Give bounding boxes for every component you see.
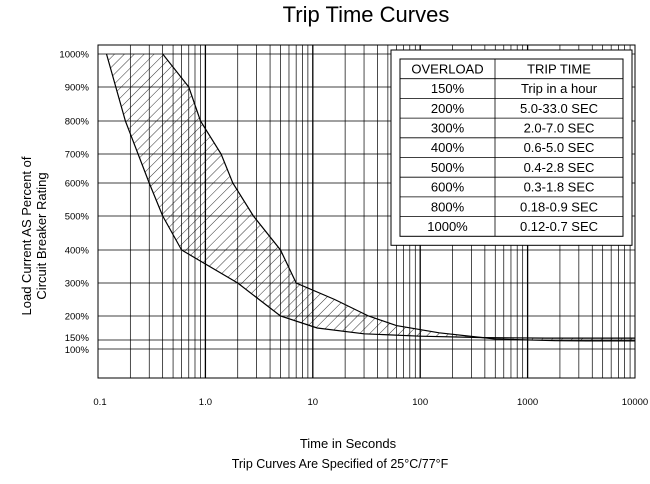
table-cell-overload: 800% — [431, 199, 465, 214]
table-cell-trip-time: 0.3-1.8 SEC — [524, 180, 595, 195]
y-tick-label: 700% — [65, 150, 90, 161]
x-tick-labels: 0.1 1.0 10 100 1000 10000 — [93, 397, 648, 408]
table-cell-overload: 300% — [431, 120, 465, 135]
y-tick-label: 600% — [65, 179, 90, 190]
chart-title: Trip Time Curves — [283, 2, 450, 27]
table-cell-trip-time: 0.12-0.7 SEC — [520, 219, 598, 234]
table-cell-trip-time: 2.0-7.0 SEC — [524, 120, 595, 135]
y-tick-label: 400% — [65, 246, 90, 257]
x-tick-label: 1.0 — [199, 397, 212, 408]
table-cell-trip-time: 5.0-33.0 SEC — [520, 101, 598, 116]
y-tick-label: 150% — [65, 333, 90, 344]
y-tick-label: 800% — [65, 117, 90, 128]
table-cell-overload: 200% — [431, 101, 465, 116]
x-tick-label: 0.1 — [93, 397, 106, 408]
x-tick-label: 100 — [412, 397, 428, 408]
x-tick-label: 1000 — [517, 397, 538, 408]
y-axis-label-line-1: Load Current AS Percent of — [19, 156, 34, 315]
trip-band-fill — [106, 54, 635, 341]
y-tick-label: 1000% — [59, 50, 89, 61]
y-axis-label-line-2: Circuit Breaker Rating — [34, 172, 49, 299]
x-axis-label: Time in Seconds — [300, 436, 397, 451]
chart-caption: Trip Curves Are Specified of 25°C/77°F — [232, 457, 449, 471]
table-cell-overload: 400% — [431, 140, 465, 155]
table-cell-trip-time: Trip in a hour — [521, 81, 598, 96]
curve-min-trip-time — [105, 53, 635, 339]
table-cell-trip-time: 0.6-5.0 SEC — [524, 140, 595, 155]
y-tick-label: 500% — [65, 212, 90, 223]
table-border — [399, 58, 624, 237]
table-cell-trip-time: 0.18-0.9 SEC — [520, 199, 598, 214]
y-tick-labels: 100%150% 200% 300% 400% 500% 600% 700% 800% 900%… — [59, 50, 89, 357]
x-tick-label: 10 — [308, 397, 319, 408]
table-cell-trip-time: 0.4-2.8 SEC — [524, 160, 595, 175]
table-cell-overload: 600% — [431, 180, 465, 195]
table-header-overload: OVERLOAD — [411, 61, 483, 76]
y-tick-label: 900% — [65, 83, 90, 94]
table-cell-overload: 500% — [431, 160, 465, 175]
trip-band — [105, 53, 635, 342]
curve-max-trip-time — [162, 53, 635, 342]
table-header-trip-time: TRIP TIME — [527, 61, 591, 76]
table-cell-overload: 150% — [431, 81, 465, 96]
plot-frame — [97, 44, 636, 379]
y-tick-label: 300% — [65, 279, 90, 290]
y-tick-label: 100% — [65, 345, 90, 356]
table-cell-overload: 1000% — [427, 219, 468, 234]
y-tick-label: 200% — [65, 312, 90, 323]
trip-time-table: OVERLOAD TRIP TIME 150% Trip in a hour 200% 5… — [390, 49, 633, 246]
x-tick-label: 10000 — [622, 397, 648, 408]
